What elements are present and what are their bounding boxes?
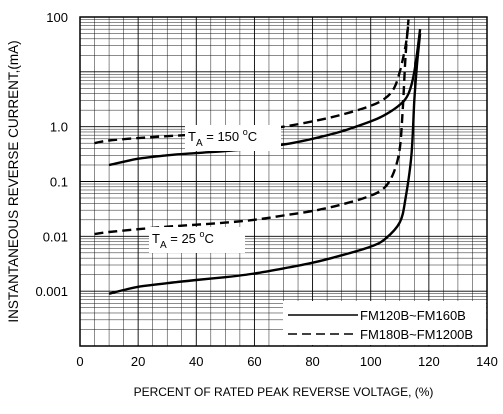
x-tick-label: 40 (189, 354, 203, 369)
series-line-dashed-150c (94, 22, 410, 145)
plot-frame (79, 16, 488, 347)
legend-label: FM180B~FM1200B (360, 327, 473, 342)
x-tick-label: 20 (131, 354, 145, 369)
annotations: TA = 150 oC TA = 25 oC (149, 125, 281, 253)
x-tick-label: 120 (418, 354, 440, 369)
y-tick-label: 0.1 (50, 175, 68, 190)
series (94, 19, 422, 295)
x-tick-label: 100 (360, 354, 382, 369)
ticks: 0 20 40 60 80 100 120 140 0.001 0.01 0.1 1.0 100 (35, 10, 497, 369)
y-axis-title: INSTANTANEOUS REVERSE CURRENT,(mA) (6, 40, 21, 322)
annotation-background (149, 227, 245, 253)
y-tick-label: 0.01 (43, 229, 68, 244)
x-tick-label: 0 (76, 354, 83, 369)
temperature-annotation: TA = 150 oC (188, 127, 257, 149)
y-tick-label: 100 (46, 10, 68, 25)
y-tick-label: 1.0 (50, 120, 68, 135)
x-tick-label: 60 (247, 354, 261, 369)
temperature-annotation: TA = 25 oC (152, 229, 214, 251)
grid (79, 17, 488, 347)
x-tick-label: 140 (476, 354, 498, 369)
series-line-solid-150c (108, 29, 422, 167)
x-tick-label: 80 (305, 354, 319, 369)
annotation-background (185, 125, 281, 151)
x-axis-title: PERCENT OF RATED PEAK REVERSE VOLTAGE, (… (134, 385, 434, 399)
legend-label: FM120B~FM160B (360, 308, 466, 323)
legend: FM120B~FM160B FM180B~FM1200B (283, 301, 486, 345)
series-line-solid-25c (108, 33, 422, 295)
y-tick-label: 0.001 (35, 284, 68, 299)
legend-background (283, 301, 486, 345)
